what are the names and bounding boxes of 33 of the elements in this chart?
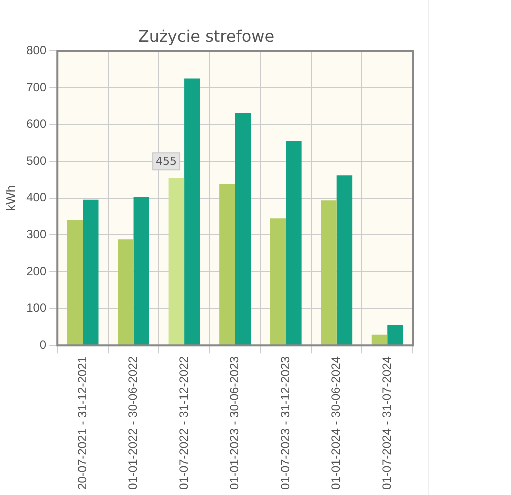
bar [67,220,84,346]
x-tick-label: 01-07-2024 - 31-07-2024 [380,356,394,490]
x-tick-label: 01-01-2024 - 30-06-2024 [329,356,344,490]
x-tick-label: 01-07-2022 - 31-12-2022 [176,356,191,490]
bar [270,218,286,346]
bar [83,200,99,346]
chart-title: Zużycie strefowe [138,26,275,46]
x-tick-label: 01-01-2022 - 30-06-2022 [126,356,140,490]
y-axis-title: kWh [3,185,18,212]
x-tick-label: 01-07-2023 - 31-12-2023 [278,356,292,490]
bar [372,334,388,346]
y-tick-label: 400 [26,190,47,205]
bar [118,240,134,346]
y-tick-label: 800 [26,44,47,58]
bar [286,141,302,346]
y-tick-label: 600 [26,117,47,132]
bar [184,78,200,346]
x-tick-label: 01-01-2023 - 30-06-2023 [228,356,242,490]
y-tick-label: 500 [26,154,47,168]
annotation: 455 [156,155,178,168]
y-tick-label: 0 [40,338,47,352]
bar [388,324,404,346]
bar [235,113,252,346]
bar [336,176,353,346]
y-tick-label: 200 [26,264,47,278]
bar [134,197,150,346]
y-tick-label: 100 [26,301,47,316]
y-tick-label: 700 [26,80,47,94]
x-tick-label: 20-07-2021 - 31-12-2021 [75,356,90,490]
bar [168,178,185,346]
bar [220,184,236,346]
bar [321,200,337,346]
y-tick-label: 300 [26,227,47,242]
